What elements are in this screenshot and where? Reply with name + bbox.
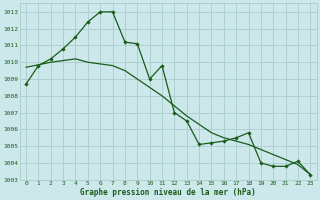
X-axis label: Graphe pression niveau de la mer (hPa): Graphe pression niveau de la mer (hPa) (80, 188, 256, 197)
